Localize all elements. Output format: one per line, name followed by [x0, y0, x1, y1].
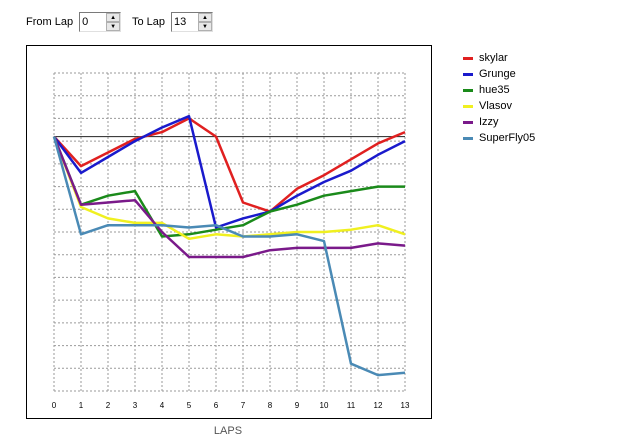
- legend-label: Vlasov: [479, 100, 513, 112]
- legend-item: Grunge: [463, 66, 535, 82]
- x-tick-label: 9: [295, 401, 300, 410]
- x-tick-label: 11: [347, 401, 356, 410]
- series-line-izzy: [52, 136, 406, 259]
- x-tick-label: 6: [214, 401, 219, 410]
- from-lap-up-button[interactable]: ▲: [106, 13, 121, 22]
- arrow-up-icon: ▲: [202, 14, 208, 21]
- legend-item: hue35: [463, 82, 535, 98]
- arrow-down-icon: ▼: [202, 23, 208, 30]
- from-lap-down-button[interactable]: ▼: [106, 22, 121, 31]
- legend-item: skylar: [463, 50, 535, 66]
- legend-swatch: [463, 88, 473, 92]
- legend-item: Vlasov: [463, 98, 535, 114]
- arrow-down-icon: ▼: [110, 23, 117, 30]
- to-lap-control: To Lap 13 ▲ ▼: [132, 12, 214, 32]
- legend-swatch: [463, 72, 473, 76]
- chart-legend: skylar Grunge hue35 Vlasov Izzy SuperFly05: [463, 50, 535, 146]
- legend-swatch: [463, 120, 473, 124]
- x-tick-label: 5: [187, 401, 192, 410]
- from-lap-spinner[interactable]: 0 ▲ ▼: [79, 12, 122, 32]
- legend-label: SuperFly05: [479, 132, 536, 144]
- legend-swatch: [463, 104, 473, 108]
- legend-label: Grunge: [479, 68, 516, 80]
- legend-label: Izzy: [479, 116, 499, 128]
- legend-label: hue35: [479, 84, 510, 96]
- legend-item: SuperFly05: [463, 130, 535, 146]
- x-tick-label: 12: [374, 401, 383, 410]
- to-lap-up-button[interactable]: ▲: [198, 13, 213, 22]
- legend-item: Izzy: [463, 114, 535, 130]
- from-lap-label: From Lap: [26, 16, 74, 28]
- to-lap-down-button[interactable]: ▼: [198, 22, 213, 31]
- legend-label: skylar: [479, 52, 508, 64]
- series-line-hue35: [52, 136, 405, 238]
- to-lap-spinner[interactable]: 13 ▲ ▼: [171, 12, 214, 32]
- x-tick-label: 1: [79, 401, 84, 410]
- series-line-superfly05: [52, 136, 406, 377]
- from-lap-control: From Lap 0 ▲ ▼: [26, 12, 122, 32]
- x-tick-label: 2: [106, 401, 111, 410]
- chart-frame: [26, 45, 432, 419]
- series-line-vlasov: [52, 136, 406, 241]
- series-line-skylar: [53, 117, 406, 213]
- x-tick-label: 13: [401, 401, 410, 410]
- x-axis-label: LAPS: [213, 425, 243, 437]
- x-tick-label: 0: [52, 401, 57, 410]
- x-tick-label: 10: [320, 401, 329, 410]
- x-tick-label: 8: [268, 401, 273, 410]
- lap-chart: 0 1 2 3 4 5 6 7 8 9 10 11 12 13: [52, 72, 410, 410]
- arrow-up-icon: ▲: [110, 14, 117, 21]
- legend-swatch: [463, 56, 473, 60]
- legend-swatch: [463, 136, 473, 140]
- x-tick-label: 3: [133, 401, 138, 410]
- from-lap-input[interactable]: 0: [82, 16, 89, 28]
- to-lap-input[interactable]: 13: [174, 16, 187, 28]
- x-tick-label: 4: [160, 401, 165, 410]
- to-lap-label: To Lap: [132, 16, 166, 28]
- series-line-grunge: [52, 114, 406, 229]
- x-tick-label: 7: [241, 401, 246, 410]
